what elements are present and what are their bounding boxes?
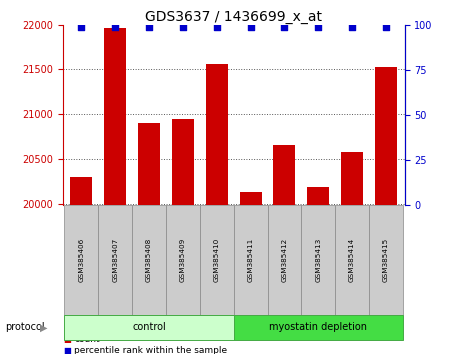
Text: percentile rank within the sample: percentile rank within the sample (74, 346, 227, 354)
Point (247, 24, 254, 29)
Text: GSM385415: GSM385415 (383, 238, 389, 282)
Text: GSM385408: GSM385408 (146, 238, 152, 282)
Text: ■: ■ (63, 335, 71, 344)
Text: GSM385412: GSM385412 (281, 238, 287, 282)
Point (348, 24, 356, 29)
Text: protocol: protocol (5, 322, 44, 332)
Bar (104, 28, 126, 205)
Point (281, 24, 288, 29)
Text: control: control (132, 322, 166, 332)
Text: ▶: ▶ (40, 322, 48, 332)
Text: GSM385413: GSM385413 (315, 238, 321, 282)
Point (314, 24, 322, 29)
Text: GSM385409: GSM385409 (180, 238, 186, 282)
Text: GSM385407: GSM385407 (112, 238, 118, 282)
Text: count: count (74, 335, 100, 344)
Point (179, 24, 186, 29)
Text: GSM385414: GSM385414 (349, 238, 355, 282)
Bar (206, 64, 228, 205)
Text: myostatin depletion: myostatin depletion (269, 322, 367, 332)
Bar (307, 187, 329, 205)
Text: GSM385411: GSM385411 (247, 238, 253, 282)
Bar (239, 192, 262, 205)
Point (146, 24, 153, 29)
Text: GSM385406: GSM385406 (79, 238, 84, 282)
Bar (138, 123, 160, 205)
Bar (375, 67, 397, 205)
Text: GSM385410: GSM385410 (214, 238, 220, 282)
Point (213, 24, 220, 29)
Point (112, 24, 119, 29)
Bar (70, 177, 93, 205)
Bar (172, 119, 194, 205)
Point (78, 24, 85, 29)
Text: ■: ■ (63, 346, 71, 354)
Bar (273, 144, 295, 205)
Point (382, 24, 390, 29)
Bar (341, 152, 363, 205)
Title: GDS3637 / 1436699_x_at: GDS3637 / 1436699_x_at (145, 10, 322, 24)
